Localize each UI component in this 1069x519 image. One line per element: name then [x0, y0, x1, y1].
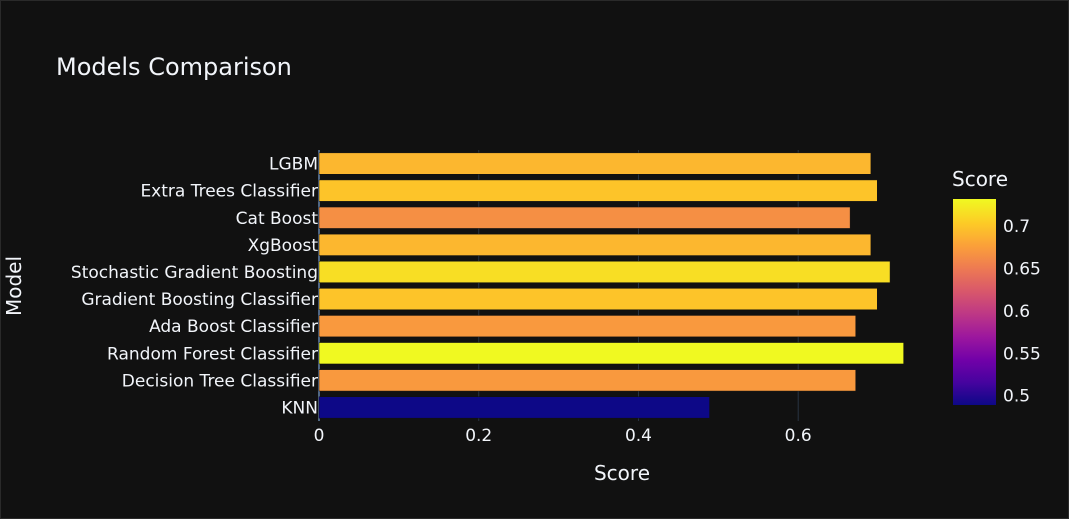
category-label: Cat Boost [236, 209, 319, 229]
bar[interactable] [318, 288, 878, 311]
colorbar-ticks: 0.5 0.55 0.6 0.65 0.7 [1003, 217, 1041, 407]
colorbar-title: Score [952, 167, 1008, 191]
bar[interactable] [318, 315, 856, 338]
category-label: Decision Tree Classifier [122, 371, 318, 391]
bar[interactable] [318, 342, 904, 365]
bar[interactable] [318, 179, 878, 202]
x-tick-labels: 0 0.2 0.4 0.6 [314, 426, 812, 446]
colorbar-tick-label: 0.6 [1003, 302, 1030, 322]
colorbar: Score 0.5 0.55 0.6 0.65 0.7 [952, 167, 1041, 407]
category-label: Gradient Boosting Classifier [81, 290, 318, 310]
x-axis-title: Score [594, 461, 650, 485]
chart-title: Models Comparison [56, 53, 292, 81]
bar[interactable] [318, 369, 856, 392]
bar[interactable] [318, 233, 872, 256]
category-label: Stochastic Gradient Boosting [71, 263, 318, 283]
category-label: KNN [281, 398, 318, 418]
y-axis-title: Model [2, 256, 26, 316]
colorbar-tick-label: 0.55 [1003, 344, 1041, 364]
bar[interactable] [318, 396, 710, 419]
bar[interactable] [318, 260, 891, 283]
category-labels: KNN Decision Tree Classifier Random Forest… [71, 155, 318, 419]
bars [318, 152, 904, 419]
bar[interactable] [318, 206, 851, 229]
category-label: LGBM [269, 155, 318, 175]
colorbar-tick-label: 0.65 [1003, 260, 1041, 280]
colorbar-gradient [953, 199, 996, 405]
category-label: Ada Boost Classifier [149, 317, 318, 337]
x-tick-label: 0.6 [785, 426, 812, 446]
x-tick-label: 0 [314, 426, 325, 446]
category-label: Random Forest Classifier [107, 344, 318, 364]
category-label: Extra Trees Classifier [140, 182, 318, 202]
x-tick-label: 0.4 [625, 426, 652, 446]
category-label: XgBoost [248, 236, 319, 256]
colorbar-tick-label: 0.7 [1003, 217, 1030, 237]
bar[interactable] [318, 152, 872, 175]
colorbar-tick-label: 0.5 [1003, 387, 1030, 407]
x-tick-label: 0.2 [465, 426, 492, 446]
